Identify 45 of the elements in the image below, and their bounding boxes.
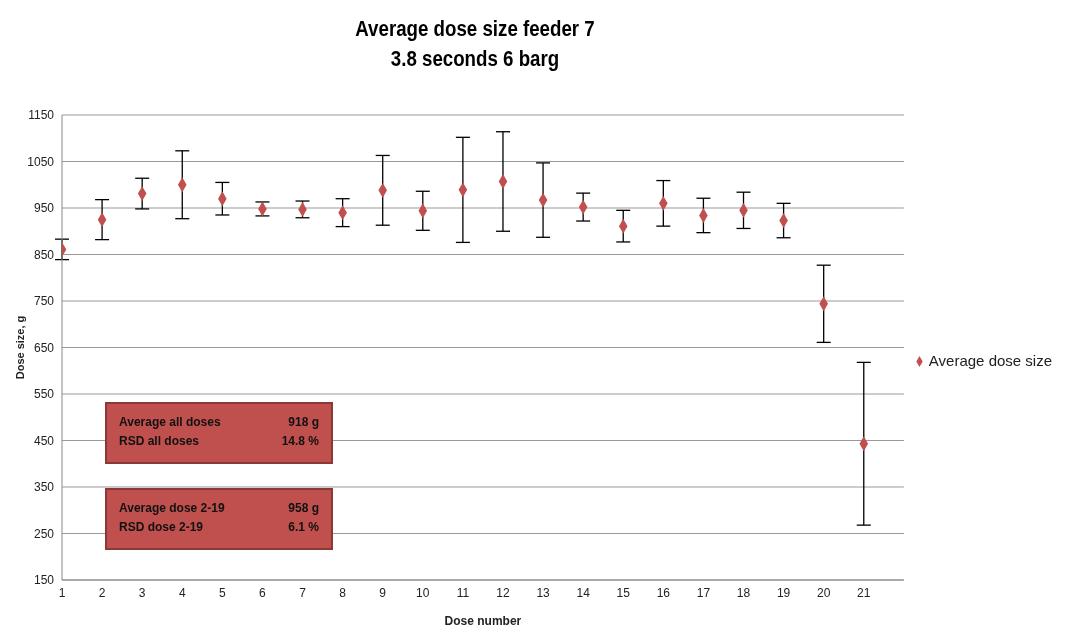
x-tick-label: 2 [98, 585, 106, 600]
y-tick-label: 650 [33, 340, 55, 355]
x-tick-label: 9 [379, 585, 387, 600]
x-tick-label: 8 [339, 585, 347, 600]
x-tick-label: 19 [776, 585, 791, 600]
x-tick-label: 10 [416, 585, 430, 600]
y-tick-label: 1050 [27, 154, 55, 169]
legend-label: Average dose size [928, 351, 1052, 369]
annotation: 14.8 % [281, 433, 319, 450]
x-tick-label: 14 [576, 585, 591, 600]
annotation: Average dose 2-19 [119, 500, 225, 517]
x-tick-label: 7 [299, 585, 307, 600]
x-axis-title: Dose number [444, 614, 522, 628]
annotation: 918 g [288, 414, 319, 431]
x-tick-label: 3 [138, 585, 146, 600]
y-tick-label: 350 [33, 480, 55, 495]
x-tick-label: 1 [58, 585, 66, 600]
annotation: 6.1 % [288, 519, 319, 536]
annotation: 958 g [288, 500, 319, 517]
y-axis-title: Dose size, g [13, 315, 26, 380]
chart-title: Average dose size feeder 7 [354, 15, 596, 43]
x-tick-label: 16 [656, 585, 671, 600]
y-tick-label: 450 [33, 433, 55, 448]
y-tick-label: 850 [33, 247, 55, 262]
annotation: RSD all doses [119, 433, 200, 450]
x-tick-label: 6 [259, 585, 267, 600]
y-tick-label: 950 [33, 201, 55, 216]
x-tick-label: 17 [696, 585, 711, 600]
y-tick-label: 250 [33, 526, 55, 541]
annotation: Average all doses [119, 414, 221, 431]
y-tick-label: 550 [33, 387, 55, 402]
x-tick-label: 5 [219, 585, 227, 600]
x-tick-label: 11 [456, 585, 470, 600]
y-tick-label: 1150 [28, 108, 55, 123]
x-tick-label: 21 [857, 585, 871, 600]
chart-subtitle: 3.8 seconds 6 barg [389, 45, 561, 73]
y-tick-label: 750 [33, 294, 55, 309]
x-tick-label: 20 [817, 585, 831, 600]
x-tick-label: 12 [496, 585, 510, 600]
y-tick-label: 150 [33, 573, 55, 588]
x-tick-label: 4 [178, 585, 186, 600]
x-tick-label: 13 [536, 585, 551, 600]
x-tick-label: 18 [736, 585, 751, 600]
annotation: RSD dose 2-19 [119, 519, 204, 536]
x-tick-label: 15 [616, 585, 631, 600]
